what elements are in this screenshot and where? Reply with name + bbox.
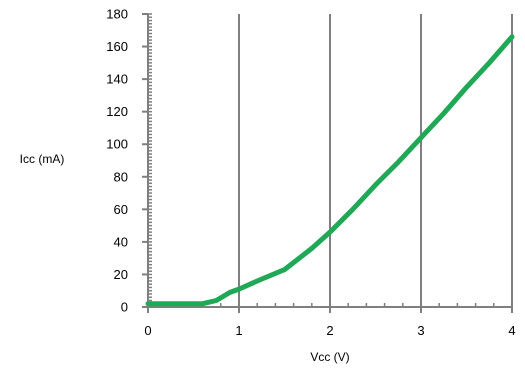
x-tick-label: 2 (326, 323, 333, 338)
y-tick-label: 120 (106, 104, 128, 119)
y-tick-label: 80 (114, 169, 128, 184)
x-tick-label: 0 (144, 323, 151, 338)
y-tick-label: 20 (114, 267, 128, 282)
x-axis-title: Vcc (V) (310, 350, 349, 364)
y-tick-label: 60 (114, 202, 128, 217)
series-layer (145, 34, 515, 307)
grid-lines (238, 14, 513, 307)
y-tick-label: 160 (106, 39, 128, 54)
y-tick-label: 40 (114, 234, 128, 249)
x-tick-labels: 0 1 2 3 4 (144, 323, 515, 338)
x-tick-label: 3 (417, 323, 424, 338)
y-tick-labels: 0 20 40 60 80 100 120 140 160 180 (106, 7, 128, 315)
y-tick-label: 140 (106, 72, 128, 87)
y-axis-title: Icc (mA) (20, 152, 65, 166)
x-tick-label: 1 (235, 323, 242, 338)
y-tick-label: 180 (106, 7, 128, 22)
y-tick-label: 100 (106, 137, 128, 152)
x-tick-label: 4 (508, 323, 515, 338)
axes (142, 13, 513, 313)
y-tick-label: 0 (121, 300, 128, 315)
series-line (145, 34, 515, 307)
